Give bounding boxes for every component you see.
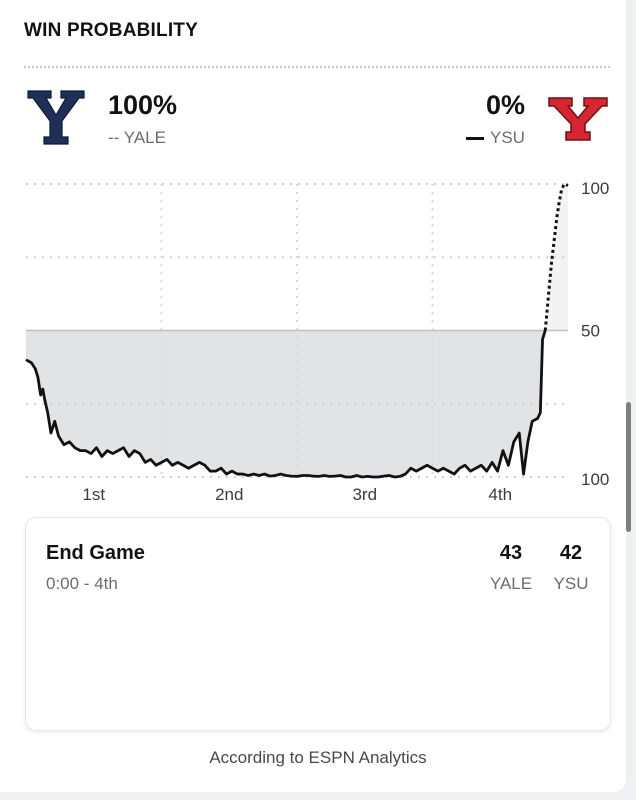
win-probability-card: WIN PROBABILITY 100% -- YALE 0% YSU 100 5… [0,0,626,792]
away-score-label: YSU [553,574,589,593]
yale-shaded-area [545,184,568,331]
yale-series-line [543,182,569,331]
away-legend-label: YSU [490,128,525,147]
x-tick-label: 3rd [352,485,377,504]
home-team-header: 100% -- YALE [22,86,222,156]
game-clock: 0:00 - 4th [46,574,118,593]
away-score: 42 [559,542,583,564]
x-tick-label: 4th [488,485,512,504]
x-tick-label: 2nd [215,485,243,504]
ysu-shaded-area [26,330,546,477]
y-tick-label: 100 [581,470,609,489]
away-legend: YSU [466,128,525,148]
away-win-pct: 0% [486,90,526,120]
home-score: 43 [499,542,523,564]
yale-logo-icon [27,90,85,145]
ysu-logo-icon [548,97,608,141]
scrollbar[interactable] [626,402,631,532]
y-tick-label: 100 [581,179,609,198]
win-probability-chart: 100 50 100 1st 2nd 3rd 4th [25,179,609,504]
title-divider [24,66,610,68]
away-legend-solid-line-icon [466,137,484,141]
home-score-label: YALE [489,574,533,593]
home-win-pct: 100% [108,90,178,120]
end-game-title: End Game [46,542,145,564]
home-legend-label: -- YALE [108,128,166,147]
y-tick-label: 50 [581,322,600,341]
end-game-card: End Game 0:00 - 4th 43 42 YALE YSU [26,518,610,730]
ysu-series-line [25,330,547,479]
section-title: WIN PROBABILITY [24,20,198,41]
away-team-header: 0% YSU [430,86,620,156]
attribution-text: According to ESPN Analytics [209,748,427,767]
x-tick-label: 1st [82,485,105,504]
